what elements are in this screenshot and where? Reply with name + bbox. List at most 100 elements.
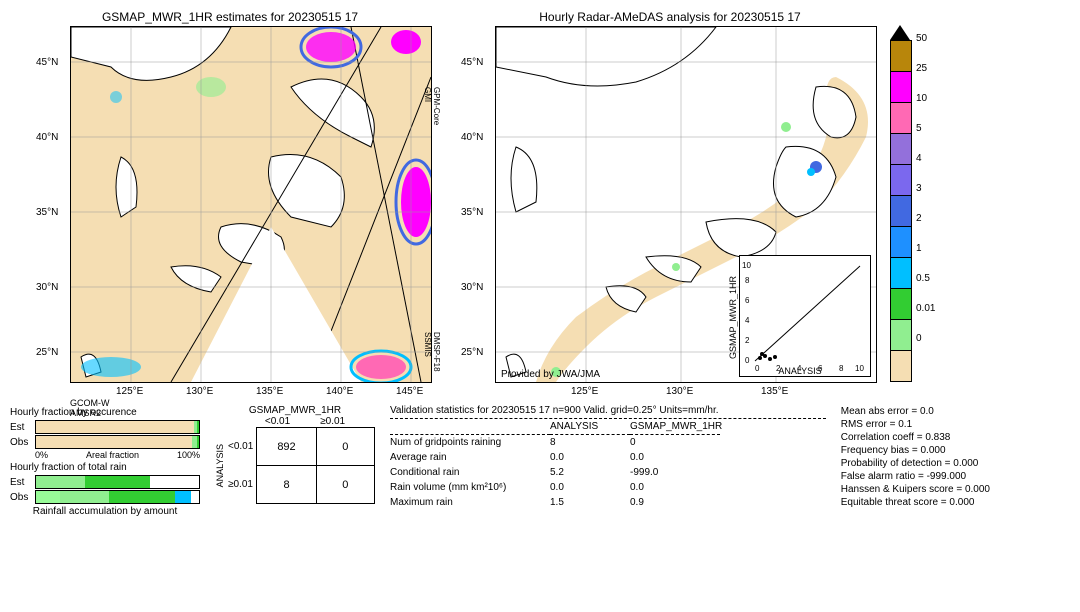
ytick: 30°N: [461, 282, 483, 293]
bar-row: Est: [10, 475, 200, 489]
svg-text:2: 2: [745, 336, 750, 345]
colorbar-label: 5: [916, 123, 922, 134]
colorbar: 502510543210.50.010: [890, 10, 990, 400]
ytick: 35°N: [461, 207, 483, 218]
ytick: 35°N: [36, 207, 58, 218]
stats-table: ANALYSIS GSMAP_MWR_1HR: [390, 419, 826, 435]
xtick: 135°E: [256, 386, 283, 397]
left-map-panel: GSMAP_MWR_1HR estimates for 20230515 17: [10, 10, 450, 400]
stats-cell: 0.0: [630, 450, 720, 465]
metric-row: Hanssen & Kuipers score = 0.000: [841, 483, 990, 496]
cont-title: GSMAP_MWR_1HR: [215, 405, 375, 416]
colorbar-label: 10: [916, 93, 927, 104]
ytick: 40°N: [36, 132, 58, 143]
bar-fill: [36, 436, 192, 448]
bar-fill: [85, 476, 150, 488]
svg-text:6: 6: [745, 296, 750, 305]
ytick: 25°N: [36, 347, 58, 358]
provider-label: Provided by JWA/JMA: [501, 369, 600, 380]
bar-fill: [36, 476, 85, 488]
bar-row: Est: [10, 420, 200, 434]
stats-cell: Num of gridpoints raining: [390, 435, 550, 450]
colorbar-label: 1: [916, 243, 922, 254]
bar-label: Est: [10, 477, 35, 488]
metric-row: False alarm ratio = -999.000: [841, 470, 990, 483]
svg-text:10: 10: [855, 364, 864, 373]
colorbar-segment: [890, 288, 912, 319]
right-map-panel: Hourly Radar-AMeDAS analysis for 2023051…: [455, 10, 885, 400]
bar-fill: [60, 491, 109, 503]
svg-text:6: 6: [818, 364, 823, 373]
cont-cell: 892: [257, 428, 316, 466]
main-container: GSMAP_MWR_1HR estimates for 20230515 17: [10, 10, 1070, 595]
colorbar-segment: [890, 226, 912, 257]
stats-cell: Conditional rain: [390, 465, 550, 480]
hourly-bars: Hourly fraction by occurence EstObs 0% A…: [10, 405, 200, 595]
xtick: 135°E: [761, 386, 788, 397]
occ-xcenter: Areal fraction: [86, 450, 139, 460]
stats-col2: GSMAP_MWR_1HR: [630, 419, 720, 435]
colorbar-label: 50: [916, 33, 927, 44]
colorbar-label: 2: [916, 213, 922, 224]
bar-fill: [197, 421, 199, 433]
cont-cell: 8: [257, 466, 316, 504]
colorbar-segment: [890, 350, 912, 382]
cont-ch1: ≥0.01: [320, 416, 345, 427]
xtick: 130°E: [186, 386, 213, 397]
svg-text:0: 0: [745, 356, 750, 365]
occ-xleft: 0%: [35, 450, 48, 460]
sat-label: DMSP-F18SSMIS: [423, 332, 441, 372]
tot-title: Hourly fraction of total rain: [10, 462, 200, 473]
metric-row: Correlation coeff = 0.838: [841, 431, 990, 444]
colorbar-segment: [890, 319, 912, 350]
scatter-ylabel: GSMAP_MWR_1HR: [728, 276, 738, 359]
xtick: 125°E: [116, 386, 143, 397]
bar-fill: [109, 491, 174, 503]
bar-track: [35, 475, 200, 489]
bar-track: [35, 420, 200, 434]
colorbar-segment: [890, 257, 912, 288]
metrics-panel: Mean abs error = 0.0RMS error = 0.1Corre…: [841, 405, 990, 595]
bar-track: [35, 435, 200, 449]
metric-row: Frequency bias = 0.000: [841, 444, 990, 457]
stats-cell: 1.5: [550, 495, 630, 510]
colorbar-label: 3: [916, 183, 922, 194]
svg-text:8: 8: [745, 276, 750, 285]
metric-row: Probability of detection = 0.000: [841, 457, 990, 470]
left-map-box: 45°N 40°N 35°N 30°N 25°N 125°E 130°E 135…: [70, 26, 432, 383]
bar-fill: [36, 491, 60, 503]
tot-bottom: Rainfall accumulation by amount: [10, 506, 200, 517]
colorbar-label: 0.01: [916, 303, 935, 314]
right-map-title: Hourly Radar-AMeDAS analysis for 2023051…: [455, 10, 885, 24]
bar-track: [35, 490, 200, 504]
colorbar-label: 4: [916, 153, 922, 164]
xtick: 140°E: [326, 386, 353, 397]
bar-fill: [36, 421, 194, 433]
contingency-panel: GSMAP_MWR_1HR <0.01 ≥0.01 ANALYSIS <0.01…: [215, 405, 375, 595]
ytick: 25°N: [461, 347, 483, 358]
stats-cell: 0: [630, 435, 720, 450]
metric-row: Equitable threat score = 0.000: [841, 496, 990, 509]
svg-text:4: 4: [745, 316, 750, 325]
occ-xright: 100%: [177, 450, 200, 460]
xtick: 125°E: [571, 386, 598, 397]
ytick: 45°N: [461, 57, 483, 68]
metric-row: Mean abs error = 0.0: [841, 405, 990, 418]
colorbar-label: 0: [916, 333, 922, 344]
stats-title: Validation statistics for 20230515 17 n=…: [390, 405, 826, 419]
colorbar-segment: [890, 71, 912, 102]
cont-ylabel: ANALYSIS: [215, 444, 225, 487]
xtick: 145°E: [396, 386, 423, 397]
stats-cell: 5.2: [550, 465, 630, 480]
colorbar-segment: [890, 195, 912, 226]
bar-label: Obs: [10, 492, 35, 503]
cont-rh0: <0.01: [228, 441, 253, 452]
svg-text:2: 2: [776, 364, 781, 373]
left-map-title: GSMAP_MWR_1HR estimates for 20230515 17: [10, 10, 450, 24]
stats-cell: Rain volume (mm km²10⁶): [390, 480, 550, 495]
bar-fill: [175, 491, 191, 503]
sat-label-bl: GCOM-WAMSR2: [70, 398, 110, 418]
colorbar-segment: [890, 40, 912, 71]
stats-cell: 8: [550, 435, 630, 450]
left-map-svg: [71, 27, 431, 382]
